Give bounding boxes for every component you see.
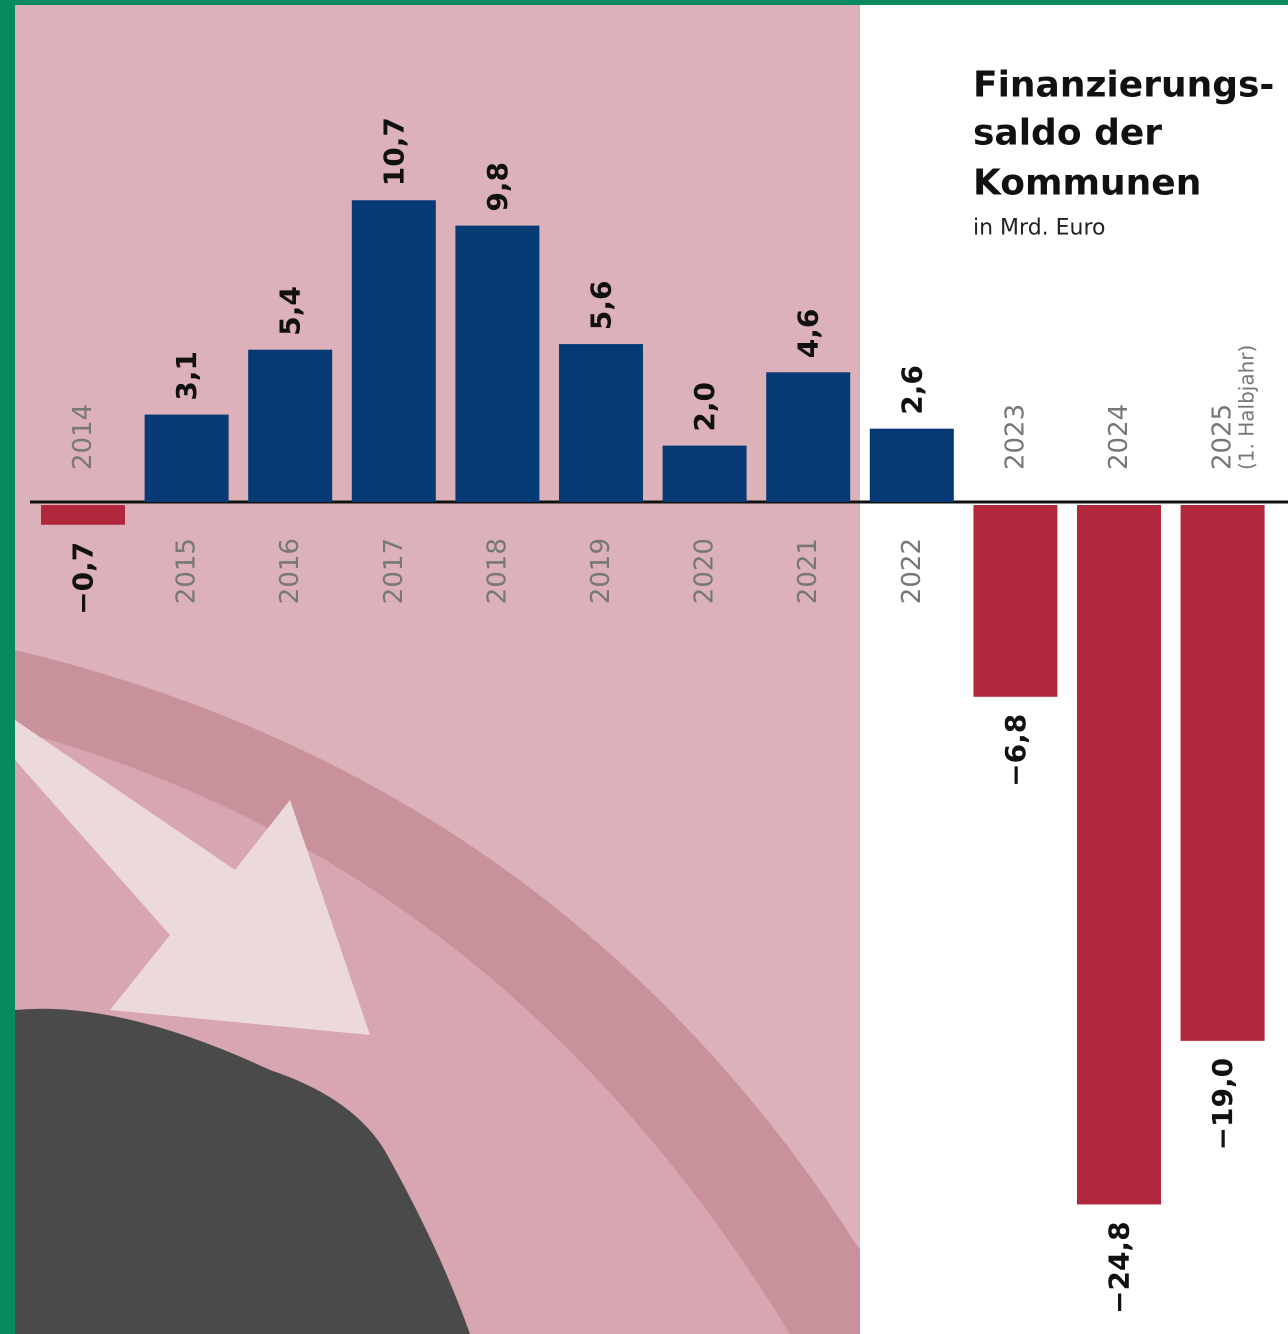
value-label: −0,7: [67, 542, 100, 615]
title-line: saldo der: [973, 113, 1162, 154]
x-tick-label: 2014: [68, 404, 98, 470]
chart: Finanzierungs- saldo der Kommunen in Mrd…: [0, 0, 1288, 1334]
x-tick-label: 2019: [586, 538, 616, 604]
bar: [455, 226, 539, 502]
value-label: −19,0: [1206, 1058, 1239, 1151]
category-note: (1. Halbjahr): [1235, 345, 1259, 470]
bar: [145, 415, 229, 502]
bar: [248, 350, 332, 502]
bar: [559, 344, 643, 502]
x-tick-label: 2022: [897, 538, 927, 604]
bar: [352, 200, 436, 502]
bar: [973, 505, 1057, 697]
subtitle: in Mrd. Euro: [973, 216, 1106, 241]
x-tick-label: 2025: [1208, 404, 1238, 470]
x-tick-label: 2023: [1000, 404, 1030, 470]
frame-left: [0, 0, 15, 1334]
value-label: 10,7: [377, 117, 410, 186]
value-label: 3,1: [170, 351, 203, 401]
value-label: −6,8: [999, 714, 1032, 787]
value-label: 4,6: [792, 309, 825, 359]
title-line: Kommunen: [973, 163, 1201, 204]
bar: [766, 372, 850, 502]
x-tick-label: 2024: [1104, 404, 1134, 470]
bar: [870, 429, 954, 502]
value-label: 5,4: [274, 286, 307, 336]
value-label: 2,0: [688, 382, 721, 432]
x-tick-label: 2020: [690, 538, 720, 604]
x-tick-label: 2016: [275, 538, 305, 604]
value-label: 9,8: [481, 162, 514, 212]
value-label: 2,6: [895, 365, 928, 415]
bar: [1181, 505, 1265, 1041]
bar: [663, 446, 747, 502]
bar: [41, 505, 125, 525]
value-label: 5,6: [585, 280, 618, 330]
x-tick-label: 2015: [172, 538, 202, 604]
frame-top: [0, 0, 1288, 5]
title-line: Finanzierungs-: [973, 65, 1274, 106]
x-tick-label: 2017: [379, 538, 409, 604]
bar: [1077, 505, 1161, 1204]
value-label: −24,8: [1103, 1221, 1136, 1314]
x-tick-label: 2021: [793, 538, 823, 604]
x-tick-label: 2018: [482, 538, 512, 604]
